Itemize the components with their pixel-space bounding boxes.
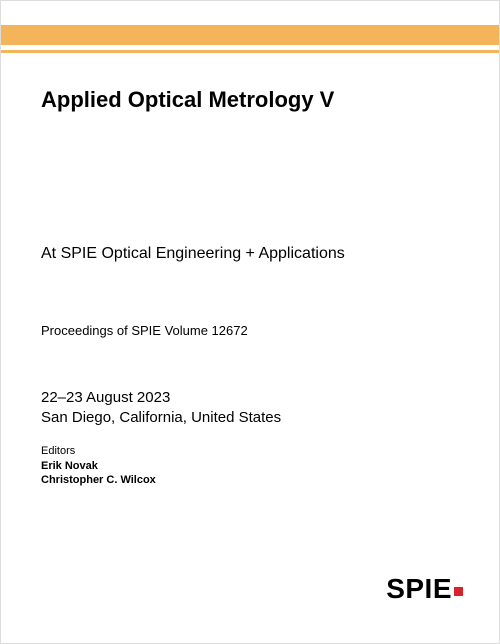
- editor-name: Christopher C. Wilcox: [41, 474, 156, 486]
- editors-label: Editors: [41, 445, 75, 457]
- accent-bar-thick: [1, 25, 499, 45]
- accent-bar-thin: [1, 50, 499, 53]
- logo-dot-icon: [454, 587, 463, 596]
- document-title: Applied Optical Metrology V: [41, 87, 334, 113]
- conference-subtitle: At SPIE Optical Engineering + Applicatio…: [41, 245, 345, 263]
- editor-name: Erik Novak: [41, 460, 98, 472]
- proceedings-volume: Proceedings of SPIE Volume 12672: [41, 323, 248, 338]
- logo-text: SPIE: [386, 573, 452, 604]
- event-location: San Diego, California, United States: [41, 409, 281, 426]
- spie-logo: SPIE: [386, 573, 463, 605]
- event-dates: 22–23 August 2023: [41, 389, 170, 406]
